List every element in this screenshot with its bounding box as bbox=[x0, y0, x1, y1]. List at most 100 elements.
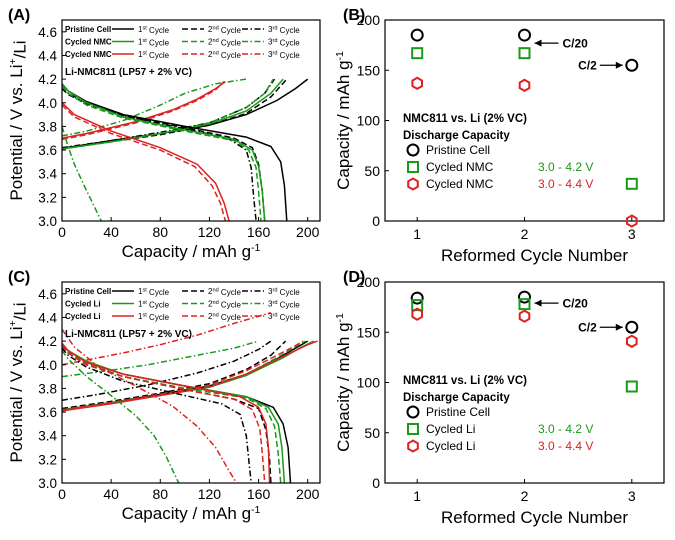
c20-arrow bbox=[534, 299, 559, 307]
y-tick-label: 0 bbox=[372, 213, 380, 229]
x-tick-label: 3 bbox=[628, 488, 636, 504]
c2-arrow bbox=[599, 61, 623, 69]
y-tick-label: 3.8 bbox=[38, 119, 57, 134]
y-tick-label: 0 bbox=[372, 475, 380, 491]
legend-label: Pristine Cell bbox=[426, 405, 490, 419]
series-curve-15 bbox=[62, 350, 180, 483]
cell-label: Li-NMC811 (LP57 + 2% VC) bbox=[65, 329, 192, 340]
panel-letter: (C) bbox=[8, 269, 30, 286]
curves bbox=[62, 78, 309, 221]
y-tick-label: 4.0 bbox=[38, 358, 57, 373]
x-tick-label: 2 bbox=[521, 488, 529, 504]
x-axis-title: Reformed Cycle Number bbox=[441, 246, 628, 265]
y-tick-label: 200 bbox=[357, 12, 381, 28]
legend-label: Cycled NMC bbox=[426, 160, 494, 174]
legend-cycle: 1st Cycle bbox=[138, 300, 170, 310]
legend-label: Cycled Li bbox=[65, 300, 101, 309]
data-point bbox=[411, 47, 424, 60]
legend-label: Cycled Li bbox=[65, 312, 101, 321]
series-curve-5 bbox=[62, 340, 306, 411]
y-tick-label: 50 bbox=[364, 163, 380, 179]
c2-arrow bbox=[599, 323, 623, 331]
series-curve-7 bbox=[62, 80, 226, 139]
cell-label: Li-NMC811 (LP57 + 2% VC) bbox=[65, 67, 192, 78]
data-point bbox=[518, 28, 531, 42]
x-tick-label: 160 bbox=[247, 224, 271, 240]
series-curve-8 bbox=[62, 80, 225, 141]
x-tick-label: 160 bbox=[247, 486, 271, 502]
data-point bbox=[626, 214, 638, 228]
legend-cycle: 2nd Cycle bbox=[208, 38, 241, 48]
data-point bbox=[410, 28, 424, 42]
series-curve-3 bbox=[62, 78, 276, 149]
legend-cycle: 3rd Cycle bbox=[268, 25, 300, 35]
legend-cycle: 1st Cycle bbox=[138, 50, 170, 60]
data-point bbox=[625, 58, 639, 72]
y-tick-label: 150 bbox=[357, 62, 381, 78]
x-axis-title: Reformed Cycle Number bbox=[441, 508, 628, 527]
legend: Pristine Cell 1st Cycle 2nd Cycle 3rd Cycle… bbox=[65, 287, 300, 322]
x-tick-label: 40 bbox=[103, 486, 119, 502]
x-tick-label: 0 bbox=[58, 486, 66, 502]
y-tick-label: 3.4 bbox=[38, 167, 57, 182]
data-point bbox=[625, 177, 638, 190]
y-tick-label: 4.4 bbox=[38, 48, 57, 63]
series-curve-6 bbox=[62, 78, 247, 137]
plot-frame bbox=[61, 19, 321, 222]
legend: Pristine Cell Cycled Li 3.0 - 4.2 V Cycled … bbox=[406, 405, 593, 453]
data-point bbox=[518, 78, 531, 92]
y-axis-title: Capacity / mAh g-1 bbox=[334, 313, 353, 452]
series-curve-6 bbox=[62, 340, 259, 378]
series-curve-15 bbox=[62, 102, 230, 221]
plot-frame bbox=[61, 281, 321, 484]
series-curve-2 bbox=[62, 340, 287, 410]
series-curve-7 bbox=[62, 340, 318, 412]
panel-c: 0 40 80 120 160 200 3.0 3.2 3.4 3.6 3.8 4.0 4.2 4.4 4.… bbox=[7, 269, 321, 523]
series-curve-17 bbox=[62, 345, 266, 483]
legend-label: Cycled NMC bbox=[65, 50, 112, 59]
legend-marker bbox=[407, 439, 419, 453]
y-tick-label: 200 bbox=[357, 274, 381, 290]
legend-range: 3.0 - 4.2 V bbox=[538, 422, 593, 436]
x-tick-label: 200 bbox=[296, 224, 320, 240]
annotation-c2: C/2 bbox=[578, 59, 597, 73]
y-tick-label: 100 bbox=[357, 113, 381, 129]
x-tick-label: 120 bbox=[198, 224, 222, 240]
y-tick-label: 4.6 bbox=[38, 287, 57, 302]
legend-label: Cycled Li bbox=[426, 439, 475, 453]
y-tick-label: 100 bbox=[357, 375, 381, 391]
info-title: NMC811 vs. Li (2% VC) bbox=[403, 113, 527, 125]
data-point bbox=[411, 76, 423, 90]
annotation-c20: C/20 bbox=[563, 37, 589, 51]
legend-cycle: 1st Cycle bbox=[138, 287, 170, 297]
x-tick-label: 120 bbox=[198, 486, 222, 502]
series-curve-3 bbox=[62, 340, 272, 401]
annotation-c20: C/20 bbox=[563, 297, 589, 311]
x-tick-label: 40 bbox=[103, 224, 119, 240]
legend: Pristine Cell Cycled NMC 3.0 - 4.2 V Cycled… bbox=[406, 143, 593, 191]
legend-cycle: 3rd Cycle bbox=[268, 300, 300, 310]
legend-cycle: 2nd Cycle bbox=[208, 300, 241, 310]
legend-label: Pristine Cell bbox=[65, 287, 111, 296]
x-tick-label: 1 bbox=[413, 226, 421, 242]
c20-arrow bbox=[534, 39, 559, 47]
legend-label: Pristine Cell bbox=[65, 25, 111, 34]
series-curve-12 bbox=[62, 347, 252, 483]
legend-marker bbox=[407, 161, 419, 173]
curves bbox=[62, 311, 318, 483]
panel-d: 1 2 3 0 50 100 150 200 Reformed Cycle Number Capa… bbox=[334, 269, 665, 527]
legend-marker bbox=[407, 177, 419, 191]
legend-range: 3.0 - 4.2 V bbox=[538, 160, 593, 174]
legend-range: 3.0 - 4.4 V bbox=[538, 177, 593, 191]
y-tick-label: 3.4 bbox=[38, 429, 57, 444]
annotation-c2: C/2 bbox=[578, 321, 597, 335]
legend-label: Cycled Li bbox=[426, 422, 475, 436]
x-tick-label: 1 bbox=[413, 488, 421, 504]
data-markers bbox=[410, 28, 639, 228]
legend-cycle: 2nd Cycle bbox=[208, 25, 241, 35]
y-tick-label: 50 bbox=[364, 425, 380, 441]
x-axis-title: Capacity / mAh g-1 bbox=[122, 242, 261, 261]
y-tick-label: 4.0 bbox=[38, 96, 57, 111]
panel-a: 0 40 80 120 160 200 3.0 3.2 3.4 3.6 3.8 4.0 4.2 4.4 4.… bbox=[7, 7, 321, 261]
